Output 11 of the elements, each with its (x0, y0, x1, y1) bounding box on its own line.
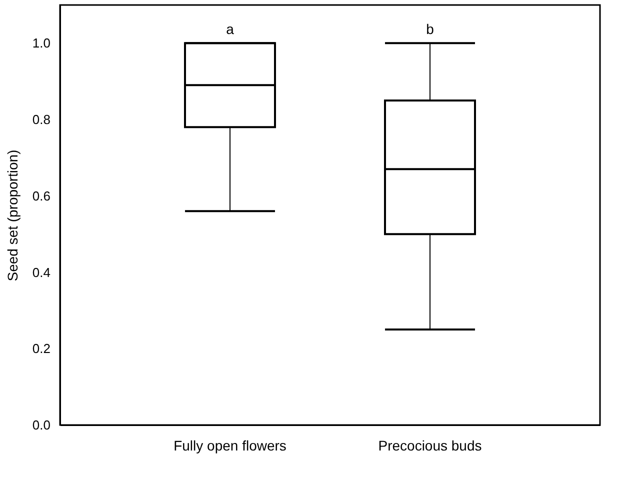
y-tick-label: 0.4 (32, 264, 50, 280)
x-tick-label: Fully open flowers (174, 438, 286, 454)
y-tick-label: 0.2 (32, 341, 50, 356)
y-tick-label: 0.0 (32, 418, 50, 432)
y-tick-label: 0.8 (32, 112, 50, 128)
y-tick-label: 0.6 (32, 188, 50, 204)
x-tick-label: Precocious buds (378, 438, 482, 454)
y-tick-label: 1.0 (32, 36, 50, 51)
annotation: a (226, 21, 234, 37)
annotation: b (426, 21, 434, 37)
y-axis-title: Seed set (proportion) (4, 150, 20, 282)
